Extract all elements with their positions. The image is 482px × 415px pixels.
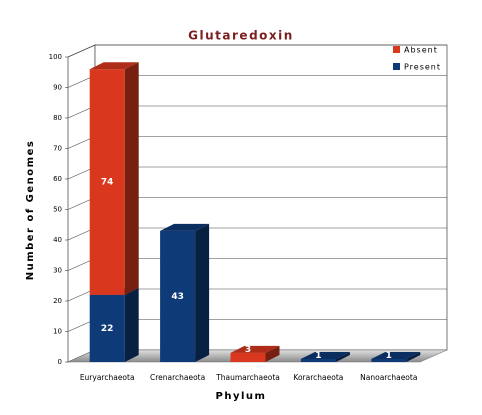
x-tick-label: Crenarchaeota (150, 373, 205, 382)
bar-front (230, 352, 266, 362)
bar-top (371, 351, 421, 359)
bar-side (124, 287, 139, 362)
bar-top (300, 351, 350, 359)
y-tick-label: 20 (53, 297, 62, 305)
x-tick-label: Euryarchaeota (80, 373, 135, 382)
legend-swatch (393, 63, 400, 70)
y-tick-label: 60 (53, 175, 62, 183)
value-label: 3 (245, 345, 251, 355)
bar-side (124, 62, 139, 295)
legend-label: Present (404, 63, 441, 72)
y-tick-label: 90 (53, 84, 62, 92)
y-tick-label: 80 (53, 114, 62, 122)
value-label: 74 (101, 178, 114, 188)
value-label: 43 (171, 292, 184, 302)
y-tick-label: 30 (53, 267, 62, 275)
x-axis-label: Phylum (216, 391, 267, 402)
bar-side (406, 351, 421, 362)
y-tick-label: 70 (53, 145, 62, 153)
legend-label: Absent (404, 46, 438, 55)
bar-segment (160, 223, 210, 362)
x-tick-label: Nanoarchaeota (360, 373, 417, 382)
legend-swatch (393, 46, 400, 53)
bar-front (89, 69, 125, 295)
y-tick-label: 100 (49, 53, 62, 61)
chart-title: Glutaredoxin (188, 29, 294, 43)
bar-segment (89, 287, 139, 362)
bar-front (300, 358, 336, 362)
value-label: 22 (101, 324, 114, 334)
bar-segment (230, 345, 280, 362)
y-tick-label: 50 (53, 206, 62, 214)
bar-side (265, 345, 280, 362)
y-axis-label: Number of Genomes (25, 140, 36, 281)
bar-front (160, 230, 196, 362)
bar-top (89, 62, 139, 70)
value-label: 1 (315, 351, 321, 361)
x-tick-label: Thaumarchaeota (215, 373, 280, 382)
bar-side (335, 351, 350, 362)
grid-line (67, 44, 447, 58)
bar-top (230, 345, 280, 353)
bar-front (371, 358, 407, 362)
y-tick-label: 0 (58, 358, 62, 366)
bar-side (195, 223, 210, 362)
x-tick-label: Korarchaeota (293, 373, 343, 382)
bar-segment (89, 62, 139, 295)
value-label: 1 (386, 351, 392, 361)
bar-front (89, 294, 125, 362)
y-tick-label: 40 (53, 236, 62, 244)
grid-line-segment (67, 44, 447, 58)
y-tick-label: 10 (53, 328, 62, 336)
bar-top (160, 223, 210, 231)
bar-segment (300, 351, 350, 362)
bar-segment (371, 351, 421, 362)
